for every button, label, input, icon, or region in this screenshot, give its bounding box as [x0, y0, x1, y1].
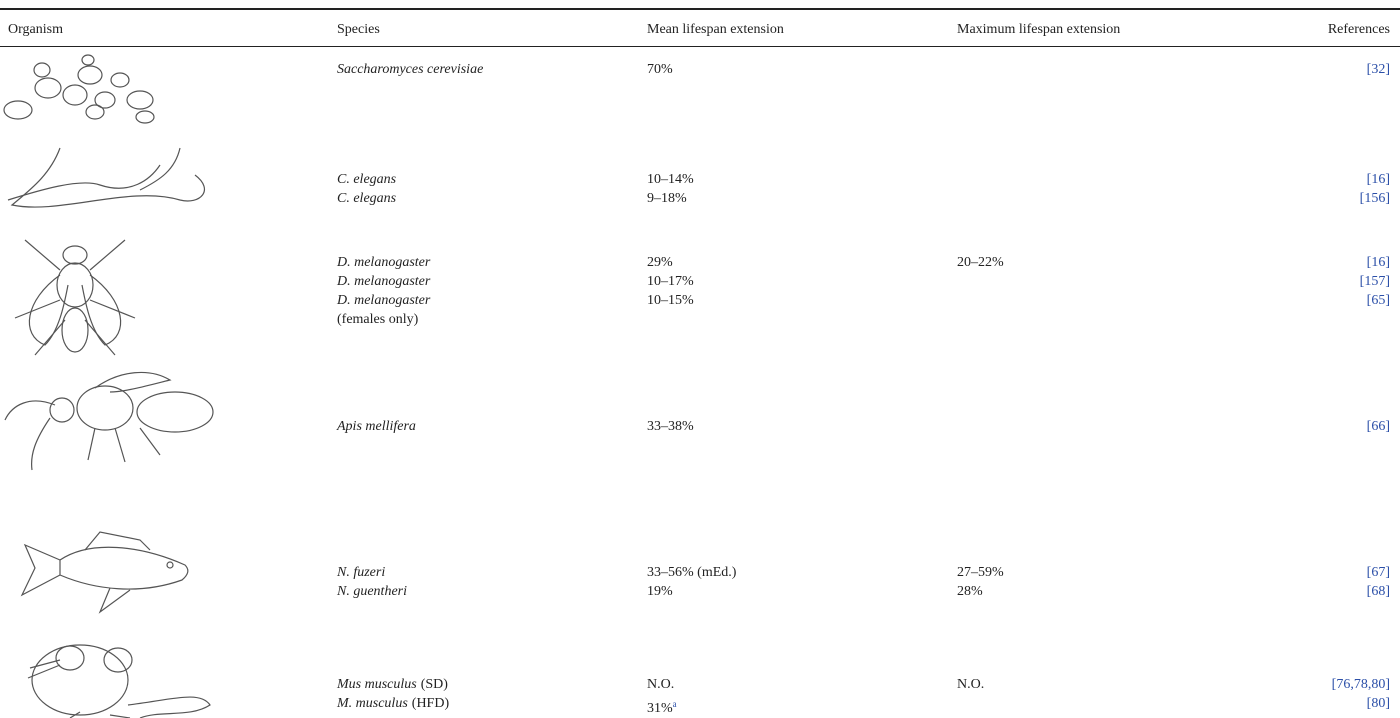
- reference-link[interactable]: [76,78,80]: [1331, 677, 1390, 692]
- mean-cell: 10–17%: [647, 273, 694, 291]
- fish-sketch: [20, 531, 189, 614]
- mouse-sketch: [27, 644, 211, 718]
- species-name: C. elegans: [337, 191, 397, 206]
- species-cell: N. fuzeri: [337, 564, 385, 582]
- maximum-cell: N.O.: [957, 677, 985, 692]
- mean-value: 10–14%: [647, 172, 694, 187]
- species-cell: Mus musculus (SD): [337, 676, 448, 694]
- reference-link[interactable]: [157]: [1359, 274, 1390, 289]
- species-name: M. musculus: [337, 696, 408, 711]
- reference-link[interactable]: [65]: [1366, 293, 1390, 308]
- mean-value: 33–38%: [647, 419, 694, 434]
- species-name: D. melanogaster: [337, 293, 431, 308]
- species-name: Apis mellifera: [337, 419, 416, 434]
- reference-link[interactable]: [68]: [1366, 584, 1390, 599]
- species-cell: M. musculus (HFD): [337, 695, 449, 713]
- mean-cell: 29%: [647, 254, 673, 272]
- reference-link[interactable]: [156]: [1359, 191, 1390, 206]
- header-maximum: Maximum lifespan extension: [957, 22, 1121, 37]
- reference-link[interactable]: [66]: [1366, 419, 1390, 434]
- mean-cell: 9–18%: [647, 190, 687, 208]
- header-rule: [0, 46, 1400, 47]
- species-name: Saccharomyces cerevisiae: [337, 62, 484, 77]
- mean-value: 29%: [647, 255, 673, 270]
- mean-value: 70%: [647, 62, 673, 77]
- mean-cell: 10–15%: [647, 292, 694, 310]
- species-cell: C. elegans: [337, 190, 396, 208]
- reference-link[interactable]: [67]: [1366, 565, 1390, 580]
- header-organism: Organism: [8, 22, 63, 37]
- mean-value: 33–56% (mEd.): [647, 565, 737, 580]
- mean-cell: 70%: [647, 61, 673, 79]
- species-note: (SD): [420, 677, 448, 692]
- mean-value: N.O.: [647, 677, 675, 692]
- species-name: N. fuzeri: [337, 565, 386, 580]
- mean-cell: 33–56% (mEd.): [647, 564, 736, 582]
- species-cell: D. melanogaster: [337, 273, 430, 291]
- species-cell: D. melanogaster: [337, 292, 430, 310]
- species-note: (HFD): [411, 696, 450, 711]
- reference-link[interactable]: [80]: [1366, 696, 1390, 711]
- species-cell: N. guentheri: [337, 583, 407, 601]
- species-name: C. elegans: [337, 172, 397, 187]
- mean-value: 10–15%: [647, 293, 694, 308]
- mean-cell: 31%a: [647, 695, 677, 718]
- species-cell: D. melanogaster: [337, 254, 430, 272]
- mean-cell: 10–14%: [647, 171, 694, 189]
- footnote-mark: a: [672, 699, 677, 709]
- species-name: D. melanogaster: [337, 255, 431, 270]
- mean-cell: 19%: [647, 583, 673, 601]
- top-rule: [0, 8, 1400, 10]
- reference-link[interactable]: [16]: [1366, 172, 1390, 187]
- species-cell: C. elegans: [337, 171, 396, 189]
- bee-sketch: [4, 371, 214, 471]
- mean-value: 9–18%: [647, 191, 687, 206]
- mean-cell: N.O.: [647, 676, 674, 694]
- maximum-cell: 28%: [957, 584, 983, 599]
- reference-link[interactable]: [16]: [1366, 255, 1390, 270]
- organism-sketches: [3, 54, 214, 718]
- species-note: (females only): [337, 312, 419, 327]
- mean-value: 31%: [647, 701, 673, 716]
- maximum-cell: 20–22%: [957, 255, 1004, 270]
- mean-cell: 33–38%: [647, 418, 694, 436]
- species-cell: (females only): [337, 311, 418, 329]
- fly-sketch: [14, 239, 136, 356]
- reference-link[interactable]: [32]: [1366, 62, 1390, 77]
- species-cell: Apis mellifera: [337, 418, 416, 436]
- species-name: Mus musculus: [337, 677, 417, 692]
- header-species: Species: [337, 22, 380, 37]
- yeast-sketch: [3, 54, 155, 124]
- species-cell: Saccharomyces cerevisiae: [337, 61, 483, 79]
- species-name: N. guentheri: [337, 584, 407, 599]
- worm-sketch: [7, 147, 206, 208]
- mean-value: 19%: [647, 584, 673, 599]
- maximum-cell: 27–59%: [957, 565, 1004, 580]
- species-name: D. melanogaster: [337, 274, 431, 289]
- mean-value: 10–17%: [647, 274, 694, 289]
- header-mean: Mean lifespan extension: [647, 22, 784, 37]
- header-references: References: [1327, 22, 1390, 37]
